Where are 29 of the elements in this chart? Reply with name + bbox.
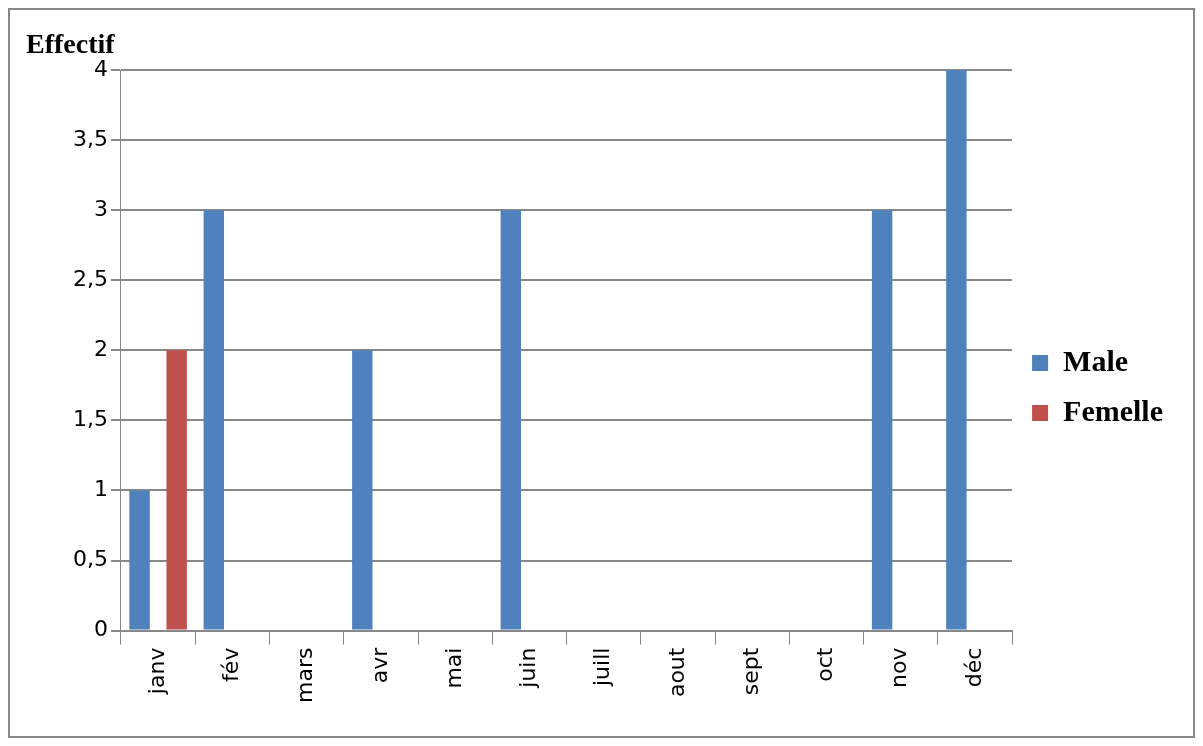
y-tick-label: 1 xyxy=(93,476,108,502)
x-tick-label: nov xyxy=(886,647,912,689)
legend-label: Femelle xyxy=(1063,393,1164,427)
x-tick-label: aout xyxy=(663,647,689,698)
bar xyxy=(500,210,522,630)
bar xyxy=(129,490,150,630)
y-tick-label: 3 xyxy=(93,195,108,221)
x-tick-label: oct xyxy=(812,647,838,682)
legend-label: Male xyxy=(1063,343,1129,377)
bar xyxy=(946,70,967,630)
x-tick-label: sept xyxy=(737,647,763,696)
y-tick-label: 2 xyxy=(93,336,108,362)
bar xyxy=(166,350,187,630)
y-tick-label: 1,5 xyxy=(72,406,108,432)
x-tick-label: janv xyxy=(143,647,169,696)
y-tick-label: 0 xyxy=(93,616,108,642)
x-tick-label: fév xyxy=(218,647,244,682)
bar xyxy=(203,210,225,630)
bar xyxy=(871,210,893,630)
x-tick-label: avr xyxy=(366,646,392,684)
x-tick-label: juill xyxy=(589,647,615,687)
bar xyxy=(352,350,373,630)
x-tick-label: mai xyxy=(440,647,466,689)
x-tick-label: déc xyxy=(960,647,986,688)
y-tick-label: 0,5 xyxy=(72,546,108,572)
y-tick-label: 3,5 xyxy=(72,125,108,151)
x-tick-label: mars xyxy=(292,647,318,703)
x-tick-label: juin xyxy=(515,647,541,689)
y-tick-label: 2,5 xyxy=(72,265,108,291)
